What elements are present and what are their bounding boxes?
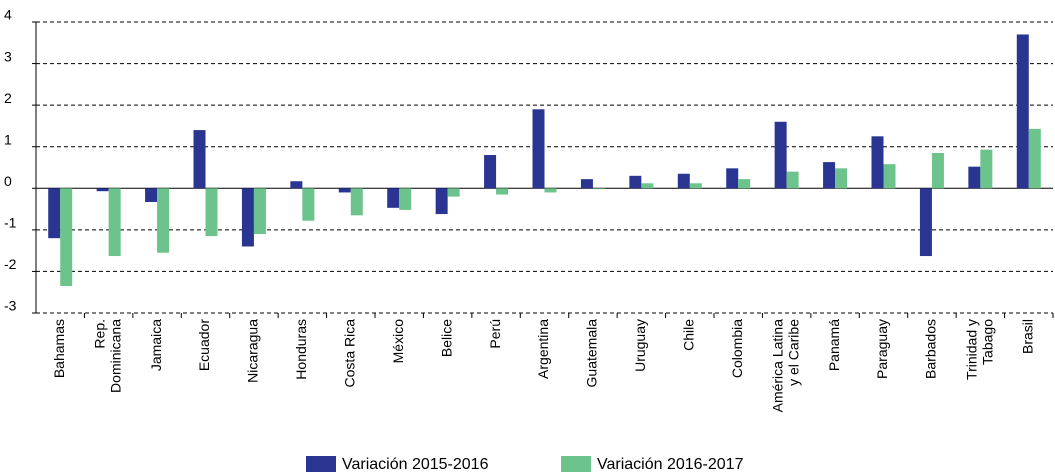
x-tick-label: Rep.Dominicana [91, 319, 123, 393]
x-tick-group: Nicaragua [245, 319, 261, 383]
x-tick-label: Nicaragua [245, 319, 261, 383]
x-tick-group: Honduras [293, 319, 309, 380]
x-tick-label: Colombia [729, 319, 745, 378]
x-tick-label: Panamá [826, 319, 842, 371]
x-tick-label: Barbados [923, 319, 939, 379]
bar [145, 188, 158, 203]
bar [980, 149, 993, 189]
bar [447, 188, 460, 197]
x-tick-group: Costa Rica [341, 319, 357, 388]
x-tick-group: Barbados [923, 319, 939, 379]
bar [387, 188, 400, 208]
bar [544, 188, 557, 193]
bar [193, 130, 206, 189]
bar [1016, 34, 1029, 189]
x-tick-label: Perú [487, 319, 503, 349]
bar [835, 168, 848, 189]
bar [205, 188, 218, 237]
bar [253, 188, 266, 235]
bar [60, 188, 73, 286]
y-tick-label: 3 [4, 48, 12, 64]
x-tick-group: Uruguay [632, 319, 648, 372]
bar [919, 188, 932, 257]
legend-label: Variación 2016-2017 [597, 456, 744, 473]
x-tick-group: Panamá [826, 319, 842, 371]
x-tick-group: Belice [438, 319, 454, 357]
x-tick-label: México [390, 319, 406, 364]
legend-swatch [561, 456, 591, 472]
x-tick-group: Paraguay [874, 319, 890, 379]
bar [641, 183, 654, 189]
bar [689, 183, 702, 189]
x-tick-group: Bahamas [51, 319, 67, 378]
bar [157, 188, 170, 253]
bar [1028, 128, 1041, 189]
bar [883, 164, 896, 189]
x-tick-label: Costa Rica [341, 319, 357, 388]
bar [399, 188, 412, 210]
bar [677, 173, 690, 189]
bar [241, 188, 254, 247]
x-tick-group: Colombia [729, 319, 745, 378]
x-tick-label: Belice [438, 319, 454, 357]
bar [338, 188, 351, 193]
bar [435, 188, 448, 215]
bar [629, 175, 642, 189]
x-tick-group: Brasil [1019, 319, 1035, 354]
x-tick-label: Ecuador [196, 319, 212, 371]
bar [823, 162, 836, 189]
y-tick-label: 4 [4, 7, 12, 23]
y-tick-label: -2 [4, 256, 17, 272]
bar [786, 171, 799, 189]
x-tick-label: Brasil [1019, 319, 1035, 354]
x-tick-group: Trinidad yTabago [963, 319, 995, 380]
bar [484, 155, 497, 189]
legend-label: Variación 2015-2016 [342, 456, 489, 473]
x-tick-label: América Latinay el Caribe [769, 319, 801, 413]
x-tick-label: Trinidad yTabago [963, 319, 995, 380]
x-tick-label: Argentina [535, 319, 551, 379]
x-tick-group: Jamaica [148, 319, 164, 371]
x-tick-group: Chile [680, 319, 696, 351]
x-tick-group: Perú [487, 319, 503, 349]
x-tick-label: Guatemala [584, 319, 600, 388]
y-tick-label: -3 [4, 298, 17, 314]
bar [108, 188, 121, 257]
x-tick-label: Paraguay [874, 319, 890, 379]
bar [96, 188, 109, 192]
x-tick-label: Uruguay [632, 319, 648, 372]
x-tick-group: México [390, 319, 406, 364]
bar [302, 188, 315, 221]
bar [726, 168, 739, 189]
y-tick-label: 1 [4, 131, 12, 147]
bar [580, 179, 593, 189]
bar [871, 136, 884, 189]
x-tick-label: Chile [680, 319, 696, 351]
y-tick-label: -1 [4, 215, 17, 231]
legend-swatch [306, 456, 336, 472]
x-tick-label: Jamaica [148, 319, 164, 371]
x-tick-group: Ecuador [196, 319, 212, 371]
y-tick-label: 2 [4, 90, 12, 106]
x-tick-label: Honduras [293, 319, 309, 380]
y-tick-label: 0 [4, 173, 12, 189]
bar [290, 181, 303, 189]
bar [532, 109, 545, 189]
bar [592, 188, 605, 190]
x-tick-group: América Latinay el Caribe [769, 319, 801, 413]
x-tick-group: Argentina [535, 319, 551, 379]
bar [738, 179, 751, 189]
bar [350, 188, 363, 216]
bar [774, 121, 787, 189]
bar [931, 152, 944, 189]
x-tick-label: Bahamas [51, 319, 67, 378]
x-tick-group: Guatemala [584, 319, 600, 388]
bar [48, 188, 61, 239]
bar [968, 166, 981, 189]
bar [496, 188, 509, 195]
x-tick-group: Rep.Dominicana [91, 319, 123, 393]
